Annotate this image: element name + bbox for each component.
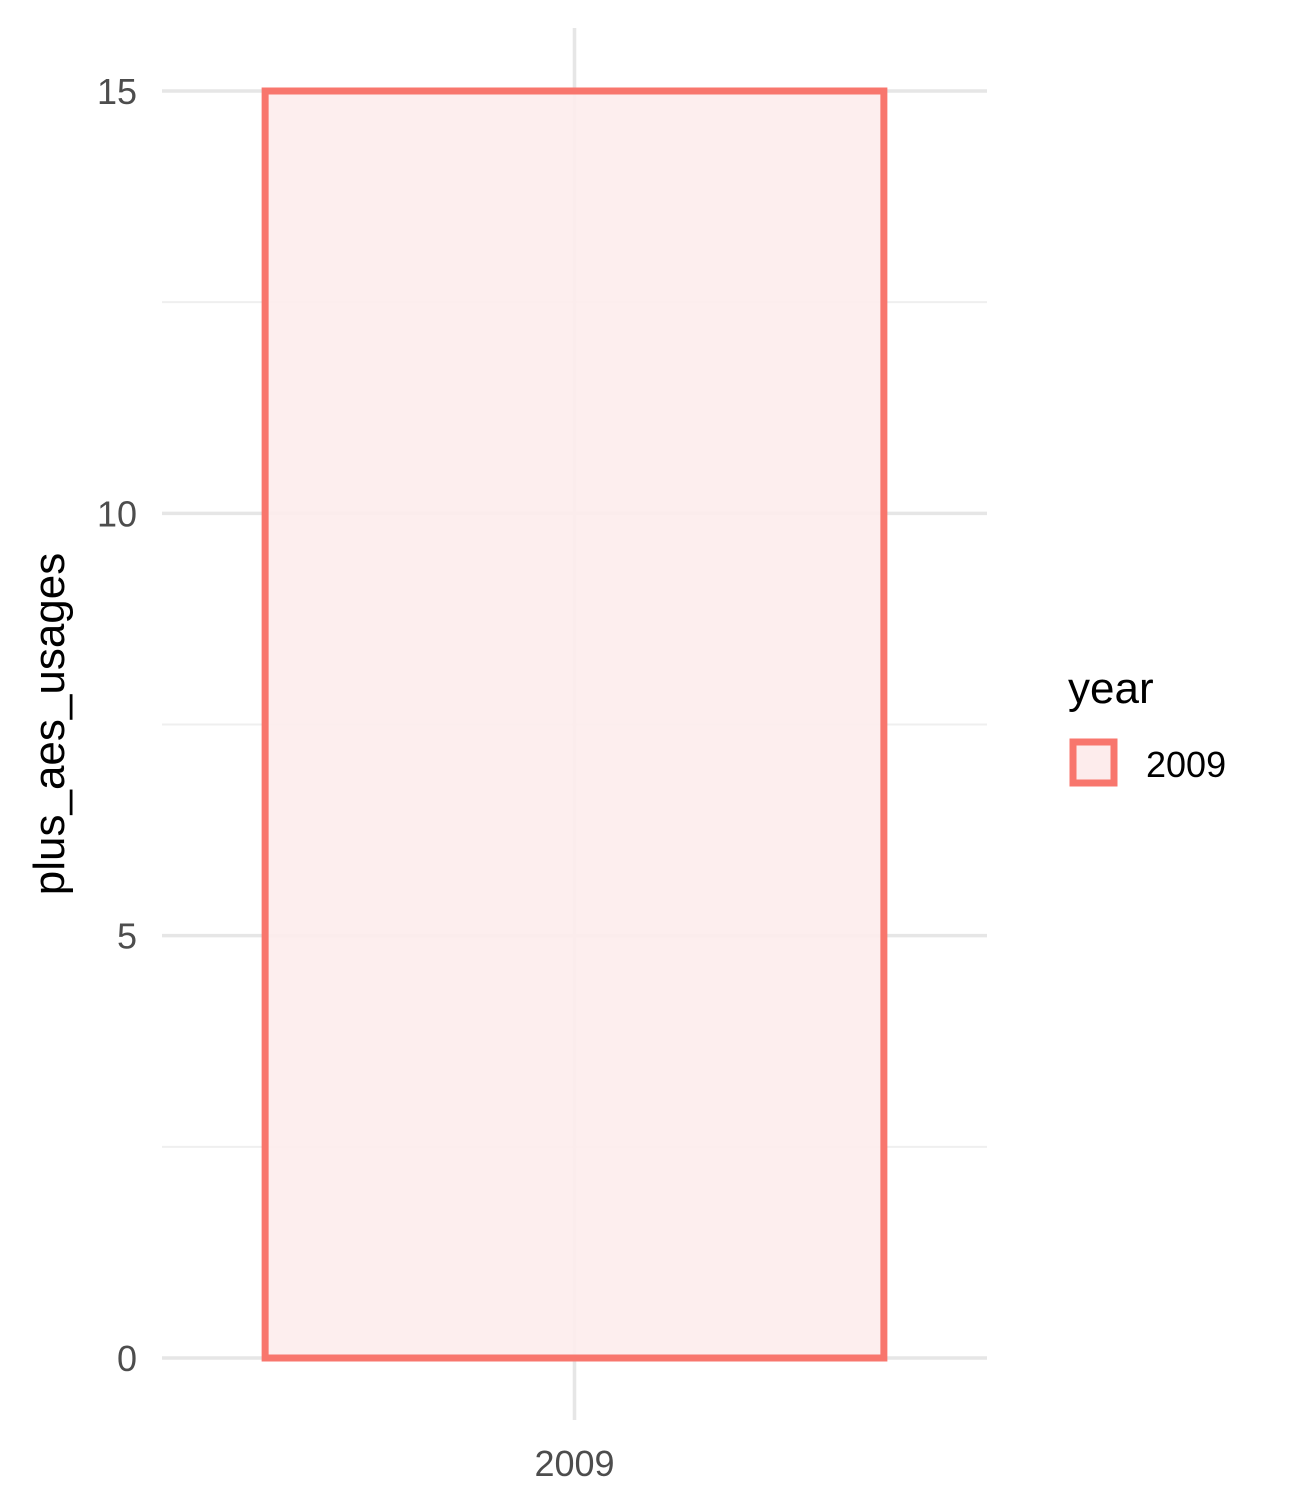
legend-title: year <box>1068 664 1154 713</box>
y-axis-title: plus_aes_usages <box>25 553 74 895</box>
bars-layer <box>261 87 888 1362</box>
x-tick-label: 2009 <box>534 1443 614 1484</box>
x-tick-labels: 2009 <box>534 1443 614 1484</box>
bar <box>261 87 888 1362</box>
legend: year 2009 <box>1068 664 1226 787</box>
legend-entries: 2009 <box>1069 738 1226 787</box>
legend-label: 2009 <box>1146 744 1226 785</box>
legend-key <box>1069 738 1118 787</box>
y-tick-labels: 0 5 10 15 <box>97 71 137 1379</box>
y-tick-label: 15 <box>97 71 137 112</box>
y-tick-label: 5 <box>117 916 137 957</box>
y-tick-label: 0 <box>117 1338 137 1379</box>
y-tick-label: 10 <box>97 493 137 534</box>
